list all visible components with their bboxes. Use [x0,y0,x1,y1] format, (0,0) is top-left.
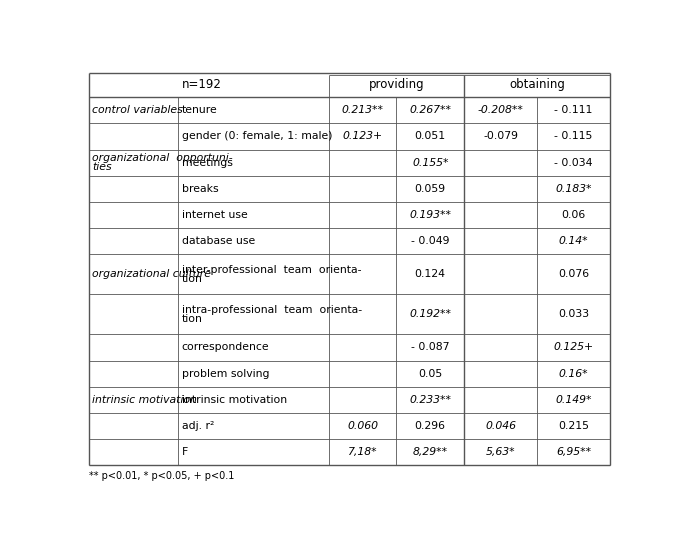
Text: 0.213**: 0.213** [342,105,383,115]
Text: 0.16*: 0.16* [559,369,589,379]
Text: obtaining: obtaining [509,79,565,91]
Text: - 0.115: - 0.115 [554,132,593,142]
Text: 0.125+: 0.125+ [553,342,593,352]
Text: breaks: breaks [181,184,218,194]
Text: ties: ties [92,162,112,172]
Text: 0.296: 0.296 [415,421,446,431]
Text: 0.193**: 0.193** [409,210,451,220]
Text: 0.060: 0.060 [347,421,378,431]
Text: 0.192**: 0.192** [409,309,451,319]
Text: intra-professional  team  orienta-: intra-professional team orienta- [181,305,361,315]
Text: database use: database use [181,236,255,246]
Text: 0.124: 0.124 [415,269,446,279]
Text: problem solving: problem solving [181,369,269,379]
Text: 0.033: 0.033 [558,309,589,319]
Text: - 0.034: - 0.034 [554,158,593,168]
Text: internet use: internet use [181,210,248,220]
Text: inter-professional  team  orienta-: inter-professional team orienta- [181,265,361,275]
Text: 5,63*: 5,63* [486,447,516,457]
Text: - 0.049: - 0.049 [411,236,449,246]
Text: 0.267**: 0.267** [409,105,451,115]
Text: intrinsic motivation: intrinsic motivation [181,395,286,405]
Text: tion: tion [181,314,203,324]
Text: intrinsic motivation: intrinsic motivation [92,395,197,405]
Text: 0.215: 0.215 [558,421,589,431]
Text: 6,95**: 6,95** [556,447,591,457]
Text: - 0.087: - 0.087 [411,342,449,352]
Text: -0.208**: -0.208** [477,105,524,115]
Text: 0.046: 0.046 [485,421,516,431]
Text: tion: tion [181,274,203,284]
Text: organizational  opportuni-: organizational opportuni- [92,153,233,163]
Text: providing: providing [368,79,424,91]
Text: 0.051: 0.051 [415,132,446,142]
Text: 0.155*: 0.155* [412,158,449,168]
Text: F: F [181,447,188,457]
Text: -0.079: -0.079 [483,132,518,142]
Text: 0.06: 0.06 [561,210,586,220]
Text: 0.183*: 0.183* [555,184,592,194]
Text: correspondence: correspondence [181,342,269,352]
Text: 0.233**: 0.233** [409,395,451,405]
Text: 0.05: 0.05 [418,369,443,379]
Text: meetings: meetings [181,158,233,168]
Text: 0.059: 0.059 [415,184,446,194]
Text: - 0.111: - 0.111 [554,105,593,115]
Text: gender (0: female, 1: male): gender (0: female, 1: male) [181,132,332,142]
Text: tenure: tenure [181,105,218,115]
Text: 8,29**: 8,29** [413,447,448,457]
Text: control variables: control variables [92,105,183,115]
Text: 7,18*: 7,18* [348,447,377,457]
Text: 0.076: 0.076 [558,269,589,279]
Text: n=192: n=192 [182,79,222,91]
Text: 0.149*: 0.149* [555,395,592,405]
Text: organizational culture: organizational culture [92,269,211,279]
Text: 0.14*: 0.14* [559,236,589,246]
Text: 0.123+: 0.123+ [342,132,383,142]
Text: adj. r²: adj. r² [181,421,214,431]
Text: ** p<0.01, * p<0.05, + p<0.1: ** p<0.01, * p<0.05, + p<0.1 [89,471,235,481]
